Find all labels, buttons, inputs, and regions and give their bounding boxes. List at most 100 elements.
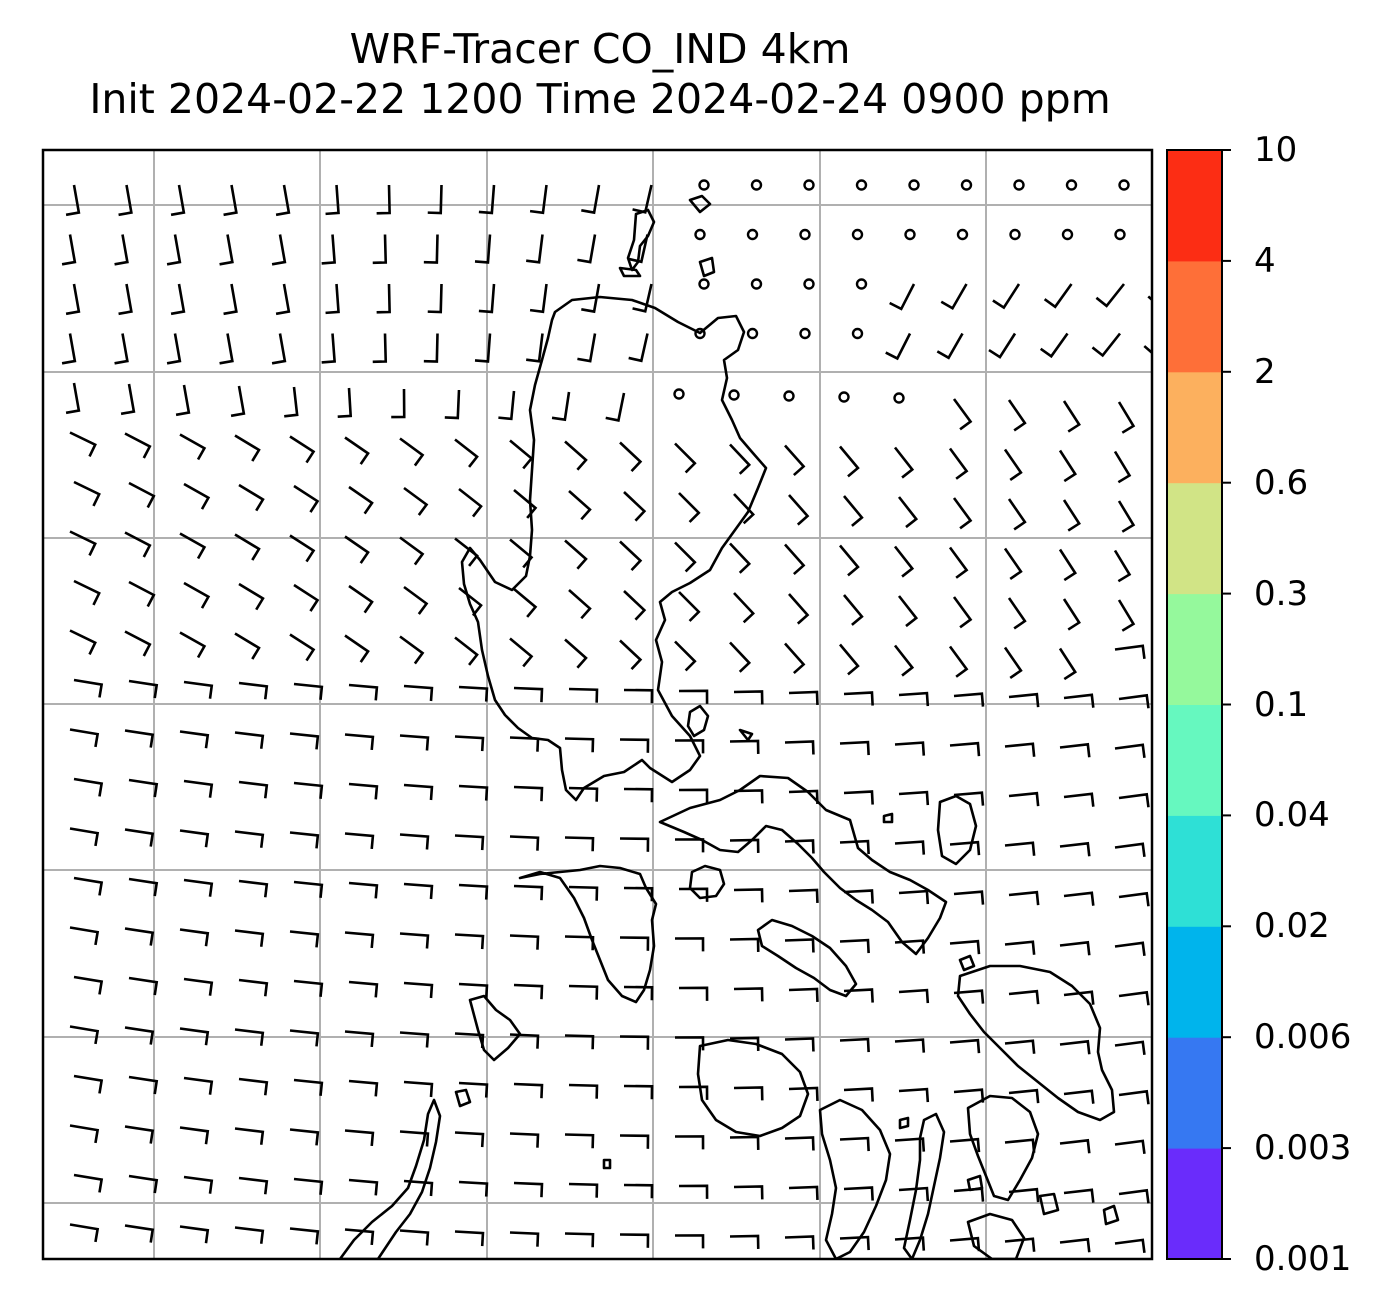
wind-barb — [784, 543, 806, 576]
wind-barb — [183, 977, 214, 996]
wind-barb — [952, 497, 973, 530]
wind-barb — [623, 1084, 654, 1100]
wind-barb — [69, 728, 100, 748]
wind-barb — [619, 441, 643, 473]
wind-barb — [788, 593, 810, 625]
wind-barb — [577, 333, 597, 363]
wind-barb — [894, 741, 926, 756]
wind-barb — [73, 480, 101, 507]
wind-barb — [885, 332, 912, 361]
calm-wind-marker — [1013, 179, 1025, 191]
wind-barb — [65, 382, 81, 415]
wind-barb — [293, 979, 324, 997]
wind-barb — [1059, 1138, 1091, 1154]
wind-barb — [843, 889, 874, 904]
wind-barb — [733, 690, 764, 705]
wind-barb — [1118, 1089, 1150, 1105]
wind-barb — [513, 884, 544, 901]
wind-barb — [128, 976, 159, 996]
wind-barb — [513, 489, 538, 519]
wind-barb — [344, 733, 375, 751]
wind-barb — [953, 692, 985, 707]
wind-barb — [1059, 841, 1091, 857]
wind-barb — [674, 541, 697, 573]
wind-barb — [454, 735, 485, 752]
wind-barb — [344, 1228, 375, 1246]
coastline-samar — [956, 964, 1116, 1122]
wind-barb — [674, 937, 705, 952]
wind-barb — [949, 840, 981, 856]
wind-barb — [289, 831, 320, 849]
wind-barb — [526, 333, 544, 363]
wind-barb — [1095, 283, 1126, 308]
lat-lon-gridlines — [43, 150, 1152, 1259]
wind-barb — [403, 1179, 434, 1197]
calm-wind-marker — [1065, 179, 1078, 191]
wind-barb — [843, 691, 874, 706]
wind-barb — [1004, 742, 1036, 757]
wind-barb — [458, 1081, 489, 1098]
wind-barb — [733, 987, 764, 1002]
wind-barb — [454, 1032, 485, 1049]
wind-barb — [568, 1182, 599, 1198]
wind-barb — [348, 782, 379, 800]
wind-barb — [898, 1087, 930, 1103]
wind-barb — [124, 630, 152, 657]
wind-barb — [734, 1285, 762, 1298]
wind-barb — [729, 443, 752, 475]
colorbar — [1166, 149, 1231, 1260]
wind-barb — [454, 834, 485, 851]
wind-barb — [1113, 549, 1132, 583]
wind-barb — [623, 886, 654, 902]
wind-barb — [897, 496, 919, 529]
wind-barb — [1003, 646, 1023, 679]
wind-barb — [948, 645, 969, 678]
wind-barb — [234, 1127, 265, 1145]
wind-barb — [898, 1186, 930, 1202]
wind-barb — [1062, 400, 1081, 433]
wind-barb — [733, 1185, 764, 1200]
wind-barb — [564, 1133, 595, 1149]
wind-barb — [619, 738, 650, 753]
colorbar-segment — [1167, 1037, 1222, 1149]
wind-barb — [166, 234, 182, 266]
wind-barb — [623, 985, 654, 1001]
wind-barb — [509, 934, 540, 950]
wind-barb — [238, 879, 269, 898]
wind-barb — [509, 835, 540, 851]
wind-barb — [1043, 283, 1073, 309]
wind-barb — [513, 1082, 544, 1099]
wind-barb — [73, 579, 101, 606]
wind-barb — [936, 332, 964, 360]
wind-barb — [784, 1136, 815, 1151]
wind-barb — [1004, 1039, 1036, 1054]
wind-barb — [788, 1086, 819, 1102]
wind-barb — [348, 485, 374, 515]
wind-barb — [293, 682, 324, 700]
wind-barb — [124, 927, 155, 946]
wind-barb — [238, 780, 269, 799]
wind-barb — [325, 184, 340, 216]
wind-barb — [1117, 599, 1136, 632]
wind-barb — [234, 929, 265, 947]
wind-barb — [733, 592, 756, 624]
wind-barb — [289, 435, 316, 464]
wind-barb — [619, 1035, 650, 1050]
calm-wind-marker — [851, 327, 864, 340]
wind-barb — [893, 644, 915, 677]
wind-barb — [183, 779, 214, 798]
wind-barb — [624, 1284, 652, 1297]
wind-barb — [348, 881, 379, 899]
wind-barb — [733, 888, 764, 903]
wind-barb — [729, 838, 760, 853]
wind-barb — [179, 631, 207, 659]
wind-barb — [1063, 1188, 1095, 1203]
colorbar-tick-label: 4 — [1254, 240, 1276, 281]
wind-barb — [223, 184, 238, 217]
wind-barb — [1114, 743, 1146, 758]
wind-barb — [238, 681, 269, 700]
wind-barb — [458, 487, 483, 518]
wind-barb — [1063, 792, 1095, 807]
wind-barb — [238, 483, 265, 512]
wind-barb — [458, 784, 489, 801]
